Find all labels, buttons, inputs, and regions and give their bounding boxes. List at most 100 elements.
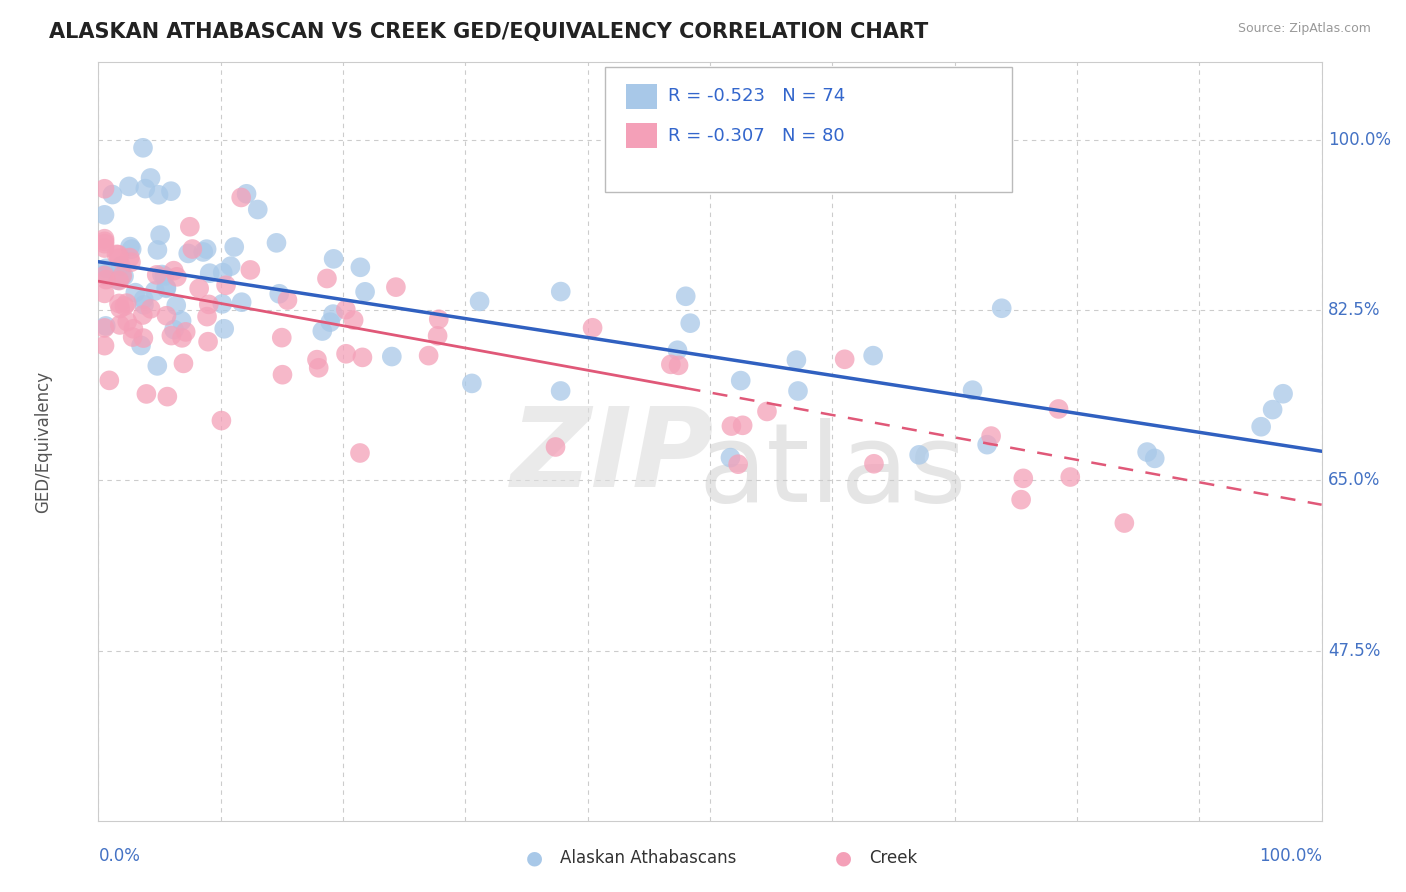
- Point: [139, 301, 162, 316]
- Point: [219, 259, 242, 273]
- Point: [461, 376, 484, 391]
- Point: [132, 331, 155, 345]
- Point: [112, 269, 135, 284]
- Point: [668, 359, 690, 373]
- Point: [427, 312, 450, 326]
- Point: [93, 208, 115, 222]
- Text: R = -0.307   N = 80: R = -0.307 N = 80: [668, 127, 845, 145]
- Point: [160, 328, 183, 343]
- Point: [170, 331, 193, 345]
- Point: [863, 457, 886, 471]
- Point: [468, 294, 491, 309]
- Point: [322, 307, 344, 321]
- Point: [188, 281, 211, 295]
- Point: [976, 437, 998, 451]
- Point: [1059, 470, 1081, 484]
- Point: [335, 302, 357, 317]
- Point: [120, 255, 142, 269]
- Point: [118, 251, 141, 265]
- Point: [270, 331, 292, 345]
- Point: [177, 246, 200, 260]
- Point: [198, 266, 221, 280]
- Point: [990, 301, 1012, 316]
- Point: [343, 313, 366, 327]
- Point: [335, 347, 357, 361]
- Point: [163, 263, 186, 277]
- Point: [666, 343, 689, 358]
- Point: [730, 374, 752, 388]
- Point: [305, 352, 328, 367]
- Point: [322, 252, 344, 266]
- Point: [166, 269, 188, 284]
- Point: [266, 235, 288, 250]
- Point: [163, 322, 186, 336]
- Point: [153, 268, 176, 283]
- Point: [110, 259, 132, 273]
- Text: GED/Equivalency: GED/Equivalency: [34, 370, 52, 513]
- Point: [111, 268, 134, 283]
- Point: [316, 271, 339, 285]
- Point: [114, 299, 136, 313]
- Text: Alaskan Athabascans: Alaskan Athabascans: [560, 849, 735, 867]
- Point: [1114, 516, 1136, 530]
- Point: [727, 457, 749, 471]
- Text: Creek: Creek: [869, 849, 917, 867]
- Point: [720, 450, 742, 465]
- Point: [308, 360, 330, 375]
- Point: [269, 286, 291, 301]
- Point: [720, 419, 742, 434]
- Point: [787, 384, 810, 398]
- Point: [146, 359, 169, 373]
- Point: [132, 298, 155, 312]
- Point: [239, 263, 262, 277]
- Point: [165, 298, 187, 312]
- Text: ZIP: ZIP: [510, 403, 714, 510]
- Point: [980, 429, 1002, 443]
- Point: [129, 338, 152, 352]
- Text: ●: ●: [835, 848, 852, 868]
- Point: [197, 334, 219, 349]
- Point: [193, 244, 215, 259]
- Point: [679, 316, 702, 330]
- Point: [146, 243, 169, 257]
- Point: [544, 440, 567, 454]
- Text: R = -0.523   N = 74: R = -0.523 N = 74: [668, 87, 845, 105]
- Point: [149, 228, 172, 243]
- Point: [172, 356, 194, 370]
- Point: [319, 315, 342, 329]
- Point: [197, 297, 219, 311]
- Point: [1261, 402, 1284, 417]
- Point: [94, 267, 117, 281]
- Point: [550, 384, 572, 398]
- Point: [209, 413, 232, 427]
- Point: [755, 404, 778, 418]
- Point: [195, 310, 218, 324]
- Point: [1250, 419, 1272, 434]
- Point: [94, 318, 117, 333]
- Point: [93, 321, 115, 335]
- Point: [354, 285, 377, 299]
- Point: [145, 268, 167, 282]
- Point: [135, 387, 157, 401]
- Point: [349, 446, 371, 460]
- Point: [215, 278, 238, 293]
- Point: [143, 284, 166, 298]
- Point: [107, 273, 129, 287]
- Text: ALASKAN ATHABASCAN VS CREEK GED/EQUIVALENCY CORRELATION CHART: ALASKAN ATHABASCAN VS CREEK GED/EQUIVALE…: [49, 22, 928, 42]
- Point: [418, 349, 440, 363]
- Point: [675, 289, 697, 303]
- Point: [211, 297, 233, 311]
- Point: [101, 187, 124, 202]
- Point: [118, 239, 141, 253]
- Point: [124, 285, 146, 300]
- Point: [139, 170, 162, 185]
- Point: [231, 295, 253, 310]
- Point: [93, 241, 115, 255]
- Point: [235, 186, 257, 201]
- Point: [212, 322, 235, 336]
- Point: [550, 285, 572, 299]
- Point: [108, 274, 131, 288]
- Point: [98, 373, 121, 387]
- Point: [276, 293, 298, 307]
- Point: [94, 272, 117, 286]
